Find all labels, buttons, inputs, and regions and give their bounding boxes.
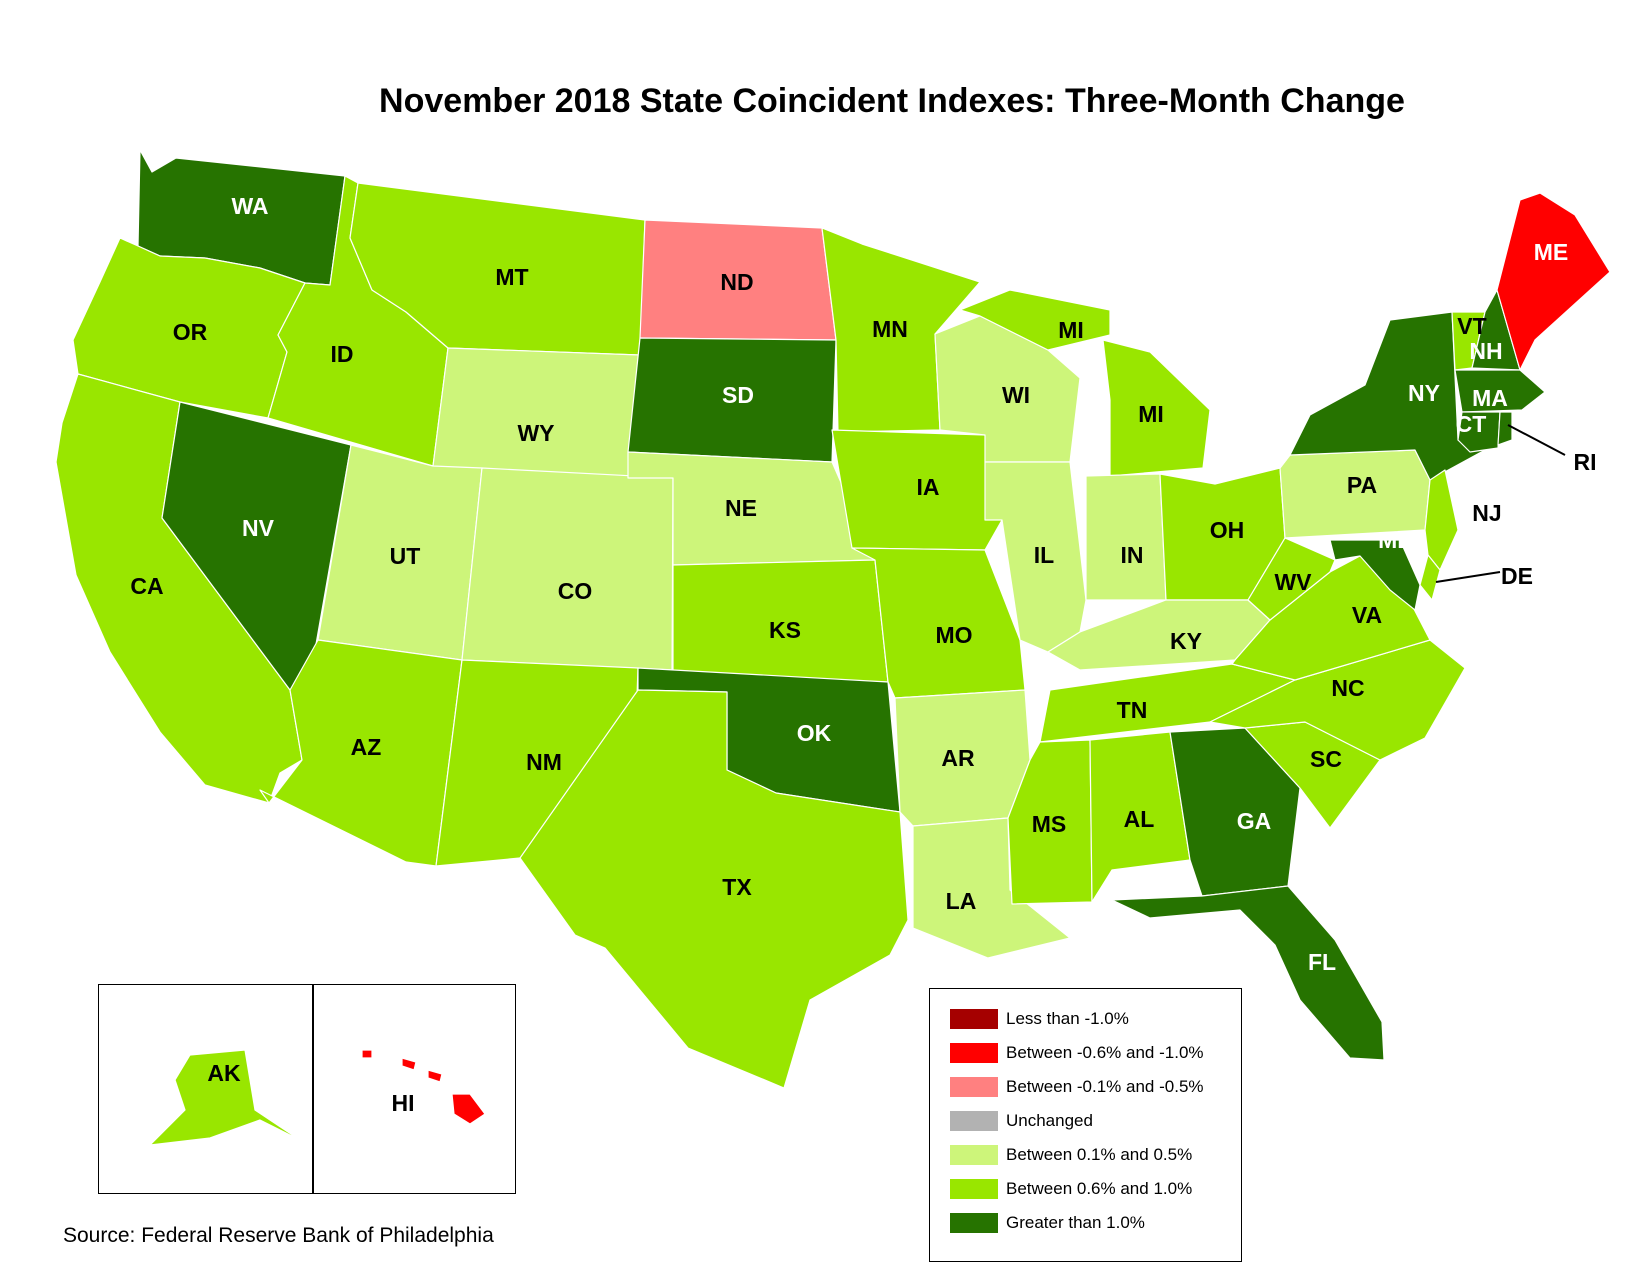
legend-label: Unchanged [1006, 1111, 1093, 1130]
state-ny [1279, 311, 1486, 481]
label-oh: OH [1210, 517, 1245, 543]
state-hi [361, 1049, 486, 1125]
state-tx [519, 689, 909, 1089]
label-ak: AK [207, 1060, 241, 1086]
legend-item: Between -0.6% and -1.0% [950, 1043, 1204, 1063]
label-me: ME [1534, 239, 1569, 265]
legend-item: Between -0.1% and -0.5% [950, 1077, 1204, 1097]
state-ia [831, 429, 1003, 551]
label-wa: WA [231, 193, 268, 219]
legend-swatch [950, 1009, 998, 1029]
label-tx: TX [722, 874, 752, 900]
state-mi [1102, 339, 1211, 477]
legend-item: Between 0.1% and 0.5% [950, 1145, 1192, 1165]
label-md: MD [1378, 527, 1414, 553]
label-ca: CA [130, 573, 163, 599]
state-ak [149, 1049, 301, 1146]
legend-label: Between 0.6% and 1.0% [1006, 1179, 1193, 1198]
alaska-hawaii-inset [98, 984, 516, 1194]
label-nm: NM [526, 749, 562, 775]
label-wv: WV [1274, 569, 1312, 595]
label-ok: OK [797, 720, 832, 746]
label-ct: CT [1456, 411, 1487, 437]
state-wv [1247, 537, 1336, 621]
label-ne: NE [725, 495, 757, 521]
state-nj [1424, 469, 1459, 571]
label-il: IL [1034, 542, 1054, 568]
label-mt: MT [495, 264, 528, 290]
source-note: Source: Federal Reserve Bank of Philadel… [63, 1224, 494, 1247]
leader-line-ri [1507, 424, 1566, 456]
label-nv: NV [242, 515, 275, 541]
legend-label: Between -0.6% and -1.0% [1006, 1043, 1204, 1062]
label-ia: IA [917, 474, 940, 500]
label-hi: HI [392, 1090, 415, 1116]
label-ms: MS [1032, 811, 1067, 837]
label-nc: NC [1331, 675, 1364, 701]
label-pa: PA [1347, 472, 1377, 498]
legend-label: Between -0.1% and -0.5% [1006, 1077, 1204, 1096]
legend-swatch [950, 1213, 998, 1233]
leader-line-de [1435, 571, 1501, 583]
legend-swatch [950, 1179, 998, 1199]
state-mi-up [959, 289, 1111, 351]
state-ma [1454, 369, 1546, 413]
map-title: November 2018 State Coincident Indexes: … [379, 82, 1405, 120]
legend-swatch [950, 1077, 998, 1097]
label-de: DE [1501, 563, 1533, 589]
inset-divider [312, 985, 314, 1193]
label-mo: MO [935, 622, 972, 648]
label-tn: TN [1117, 697, 1148, 723]
label-or: OR [173, 319, 208, 345]
legend-label: Between 0.1% and 0.5% [1006, 1145, 1193, 1164]
legend-label: Greater than 1.0% [1006, 1213, 1145, 1232]
state-fl [1111, 885, 1385, 1061]
legend-swatch [950, 1111, 998, 1131]
label-mi: MI [1138, 401, 1164, 427]
label-ut: UT [390, 543, 421, 569]
label-ks: KS [769, 617, 801, 643]
state-ri [1497, 411, 1513, 446]
label-az: AZ [351, 734, 382, 760]
legend-item: Unchanged [950, 1111, 1093, 1131]
label-co: CO [558, 578, 593, 604]
state-me [1496, 192, 1611, 371]
label-vt: VT [1457, 313, 1486, 339]
state-in [1085, 473, 1167, 601]
label-in: IN [1121, 542, 1144, 568]
state-md [1329, 539, 1421, 611]
label-nh: NH [1469, 338, 1502, 364]
label-al: AL [1124, 806, 1155, 832]
label-nd: ND [720, 269, 753, 295]
label-sc: SC [1310, 746, 1342, 772]
label-ky: KY [1170, 628, 1202, 654]
legend-item: Between 0.6% and 1.0% [950, 1179, 1192, 1199]
label-ar: AR [941, 745, 975, 771]
state-co [461, 467, 674, 671]
state-de [1419, 554, 1441, 601]
label-sd: SD [722, 382, 754, 408]
label-ny: NY [1408, 380, 1440, 406]
label-la: LA [946, 888, 977, 914]
label-id: ID [331, 341, 354, 367]
legend-item: Greater than 1.0% [950, 1213, 1145, 1233]
legend-label: Less than -1.0% [1006, 1009, 1129, 1028]
legend: Less than -1.0% Between -0.6% and -1.0% Be… [929, 988, 1242, 1262]
legend-item: Less than -1.0% [950, 1009, 1129, 1029]
label-wy: WY [517, 420, 554, 446]
legend-swatch [950, 1043, 998, 1063]
state-al [1089, 731, 1191, 903]
label-ma: MA [1472, 385, 1508, 411]
label-wi: WI [1002, 382, 1030, 408]
label-fl: FL [1308, 949, 1336, 975]
label-va: VA [1352, 602, 1382, 628]
legend-swatch [950, 1145, 998, 1165]
label-mi-up: MI [1058, 317, 1084, 343]
label-ga: GA [1237, 808, 1272, 834]
label-nj: NJ [1472, 500, 1501, 526]
label-ri: RI [1574, 449, 1597, 475]
state-ct [1457, 411, 1501, 453]
label-mn: MN [872, 316, 908, 342]
